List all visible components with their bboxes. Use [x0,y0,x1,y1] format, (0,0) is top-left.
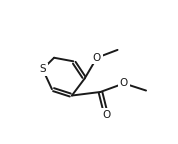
Text: S: S [39,64,46,74]
Text: O: O [102,110,110,120]
Text: O: O [93,53,101,63]
Text: O: O [120,78,128,88]
